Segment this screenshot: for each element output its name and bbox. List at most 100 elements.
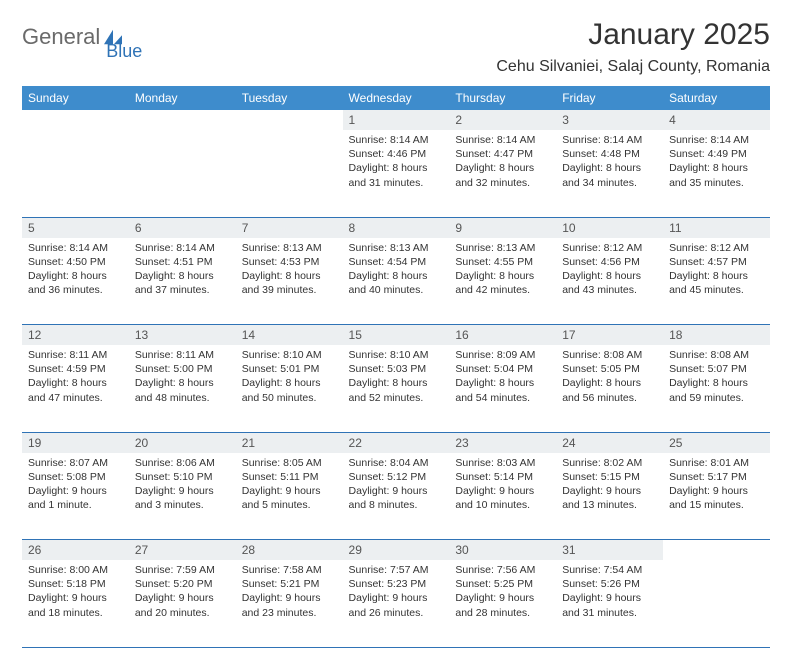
day-body-cell: Sunrise: 8:00 AMSunset: 5:18 PMDaylight:… — [22, 560, 129, 647]
day-number-cell: 19 — [22, 432, 129, 453]
sunrise-line: Sunrise: 7:56 AM — [455, 563, 550, 577]
daylight-line: Daylight: 8 hours and 34 minutes. — [562, 161, 657, 189]
sunrise-line-value: 8:11 AM — [69, 349, 107, 361]
daylight-line: Daylight: 8 hours and 50 minutes. — [242, 376, 337, 404]
day-number-cell: 7 — [236, 217, 343, 238]
sunrise-line: Sunrise: 8:08 AM — [562, 348, 657, 362]
day-details: Sunrise: 8:14 AMSunset: 4:47 PMDaylight:… — [449, 130, 556, 196]
daylight-line: Daylight: 8 hours and 31 minutes. — [349, 161, 444, 189]
sunset-line-label: Sunset: — [455, 578, 491, 590]
sunrise-line: Sunrise: 7:54 AM — [562, 563, 657, 577]
sunset-line: Sunset: 5:04 PM — [455, 362, 550, 376]
sunset-line-label: Sunset: — [28, 256, 64, 268]
daylight-line: Daylight: 8 hours and 39 minutes. — [242, 269, 337, 297]
day-body-row: Sunrise: 8:11 AMSunset: 4:59 PMDaylight:… — [22, 345, 770, 432]
sunrise-line-value: 8:13 AM — [390, 242, 429, 254]
calendar-table: Sunday Monday Tuesday Wednesday Thursday… — [22, 86, 770, 648]
sunrise-line-label: Sunrise: — [349, 457, 388, 469]
day-details: Sunrise: 7:58 AMSunset: 5:21 PMDaylight:… — [236, 560, 343, 626]
sunrise-line: Sunrise: 7:58 AM — [242, 563, 337, 577]
sunset-line: Sunset: 5:08 PM — [28, 470, 123, 484]
day-header: Friday — [556, 86, 663, 110]
daylight-line-label: Daylight: — [349, 592, 390, 604]
sunset-line: Sunset: 5:07 PM — [669, 362, 764, 376]
daylight-line-label: Daylight: — [135, 270, 176, 282]
sunrise-line: Sunrise: 8:14 AM — [135, 241, 230, 255]
sunset-line-label: Sunset: — [455, 256, 491, 268]
sunset-line-label: Sunset: — [242, 578, 278, 590]
day-number: 3 — [562, 113, 569, 127]
sunrise-line: Sunrise: 8:06 AM — [135, 456, 230, 470]
page-title: January 2025 — [496, 18, 770, 52]
day-details: Sunrise: 8:10 AMSunset: 5:01 PMDaylight:… — [236, 345, 343, 411]
daylight-line: Daylight: 8 hours and 36 minutes. — [28, 269, 123, 297]
day-details: Sunrise: 8:08 AMSunset: 5:05 PMDaylight:… — [556, 345, 663, 411]
sunrise-line-label: Sunrise: — [455, 349, 494, 361]
day-number-cell: 17 — [556, 325, 663, 346]
sunrise-line-label: Sunrise: — [349, 134, 388, 146]
day-details: Sunrise: 8:01 AMSunset: 5:17 PMDaylight:… — [663, 453, 770, 519]
day-details: Sunrise: 8:03 AMSunset: 5:14 PMDaylight:… — [449, 453, 556, 519]
day-number: 27 — [135, 543, 148, 557]
day-body-cell: Sunrise: 8:14 AMSunset: 4:46 PMDaylight:… — [343, 130, 450, 217]
day-body-cell: Sunrise: 8:14 AMSunset: 4:47 PMDaylight:… — [449, 130, 556, 217]
day-body-cell: Sunrise: 8:03 AMSunset: 5:14 PMDaylight:… — [449, 453, 556, 540]
day-body-cell — [236, 130, 343, 217]
day-number: 29 — [349, 543, 362, 557]
sunrise-line: Sunrise: 8:12 AM — [669, 241, 764, 255]
daylight-line-label: Daylight: — [455, 270, 496, 282]
daylight-line-label: Daylight: — [28, 377, 69, 389]
logo: General Blue — [22, 18, 162, 50]
day-body-cell: Sunrise: 8:12 AMSunset: 4:57 PMDaylight:… — [663, 238, 770, 325]
day-number-cell: 23 — [449, 432, 556, 453]
day-number-cell: 8 — [343, 217, 450, 238]
sunrise-line-label: Sunrise: — [242, 242, 281, 254]
day-number-cell — [236, 110, 343, 130]
day-number-cell — [22, 110, 129, 130]
daylight-line-label: Daylight: — [562, 592, 603, 604]
sunset-line-value: 5:17 PM — [708, 471, 747, 483]
sunset-line: Sunset: 4:53 PM — [242, 255, 337, 269]
day-number-cell: 29 — [343, 540, 450, 561]
day-details: Sunrise: 8:10 AMSunset: 5:03 PMDaylight:… — [343, 345, 450, 411]
day-details: Sunrise: 8:09 AMSunset: 5:04 PMDaylight:… — [449, 345, 556, 411]
day-body-cell: Sunrise: 8:14 AMSunset: 4:49 PMDaylight:… — [663, 130, 770, 217]
sunset-line-label: Sunset: — [349, 256, 385, 268]
sunset-line-value: 4:48 PM — [601, 148, 640, 160]
day-number: 17 — [562, 328, 575, 342]
day-number: 26 — [28, 543, 41, 557]
day-body-cell: Sunrise: 8:02 AMSunset: 5:15 PMDaylight:… — [556, 453, 663, 540]
daylight-line: Daylight: 9 hours and 23 minutes. — [242, 591, 337, 619]
sunset-line: Sunset: 5:17 PM — [669, 470, 764, 484]
sunset-line-label: Sunset: — [562, 256, 598, 268]
daylight-line-label: Daylight: — [28, 592, 69, 604]
sunset-line-value: 4:56 PM — [601, 256, 640, 268]
sunrise-line: Sunrise: 8:13 AM — [242, 241, 337, 255]
daylight-line-label: Daylight: — [455, 485, 496, 497]
daylight-line: Daylight: 8 hours and 40 minutes. — [349, 269, 444, 297]
day-number-cell: 9 — [449, 217, 556, 238]
day-number-cell: 18 — [663, 325, 770, 346]
sunset-line: Sunset: 5:18 PM — [28, 577, 123, 591]
sunset-line-label: Sunset: — [135, 578, 171, 590]
sunrise-line: Sunrise: 8:02 AM — [562, 456, 657, 470]
sunset-line-label: Sunset: — [242, 471, 278, 483]
day-details: Sunrise: 8:12 AMSunset: 4:56 PMDaylight:… — [556, 238, 663, 304]
sunrise-line-label: Sunrise: — [242, 457, 281, 469]
day-body-cell: Sunrise: 8:13 AMSunset: 4:53 PMDaylight:… — [236, 238, 343, 325]
sunset-line-label: Sunset: — [669, 471, 705, 483]
daylight-line: Daylight: 9 hours and 31 minutes. — [562, 591, 657, 619]
day-number-cell: 3 — [556, 110, 663, 130]
day-details: Sunrise: 8:14 AMSunset: 4:48 PMDaylight:… — [556, 130, 663, 196]
sunrise-line-label: Sunrise: — [349, 349, 388, 361]
sunset-line: Sunset: 4:54 PM — [349, 255, 444, 269]
sunset-line: Sunset: 5:20 PM — [135, 577, 230, 591]
sunset-line-label: Sunset: — [349, 148, 385, 160]
day-details: Sunrise: 8:07 AMSunset: 5:08 PMDaylight:… — [22, 453, 129, 519]
day-header: Saturday — [663, 86, 770, 110]
sunset-line-value: 5:00 PM — [173, 363, 212, 375]
sunset-line: Sunset: 4:46 PM — [349, 147, 444, 161]
day-body-cell: Sunrise: 8:13 AMSunset: 4:54 PMDaylight:… — [343, 238, 450, 325]
sunset-line: Sunset: 5:11 PM — [242, 470, 337, 484]
sunset-line: Sunset: 5:10 PM — [135, 470, 230, 484]
